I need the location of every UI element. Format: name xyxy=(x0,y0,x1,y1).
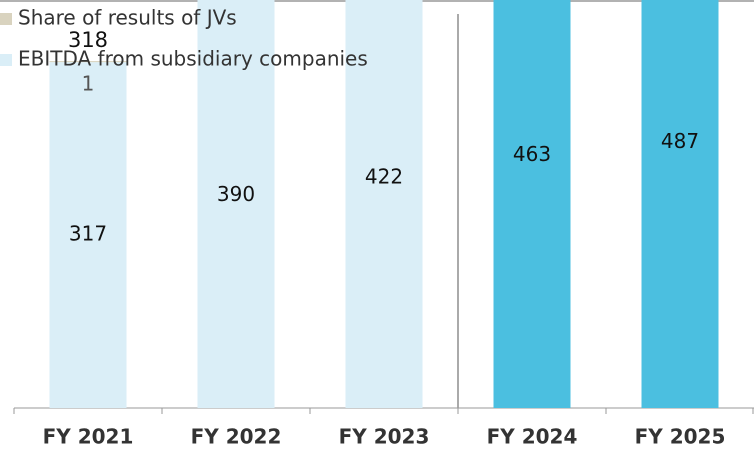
x-tick-label: FY 2024 xyxy=(487,425,578,449)
bar-segment xyxy=(49,61,127,63)
x-tick-label: FY 2025 xyxy=(635,425,726,449)
x-tick-label: FY 2021 xyxy=(43,425,134,449)
legend-label: Share of results of JVs xyxy=(18,6,237,30)
bar-segment xyxy=(641,0,719,409)
data-label: 12 xyxy=(223,0,248,4)
bar-segment xyxy=(345,0,423,409)
bar-segment xyxy=(197,0,275,408)
data-label: 463 xyxy=(513,142,551,166)
total-label: 318 xyxy=(68,28,108,52)
data-label: 1 xyxy=(82,72,95,96)
bar-segment xyxy=(49,62,127,408)
legend-swatch xyxy=(0,54,12,66)
legend-swatch xyxy=(0,13,12,25)
data-label: 390 xyxy=(217,182,255,206)
bar-segment xyxy=(493,0,571,408)
x-tick-label: FY 2022 xyxy=(191,425,282,449)
data-label: 422 xyxy=(365,164,403,188)
x-tick-label: FY 2023 xyxy=(339,425,430,449)
legend-label: EBITDA from subsidiary companies xyxy=(18,47,368,71)
data-label: 487 xyxy=(661,129,699,153)
data-label: 317 xyxy=(69,222,107,246)
